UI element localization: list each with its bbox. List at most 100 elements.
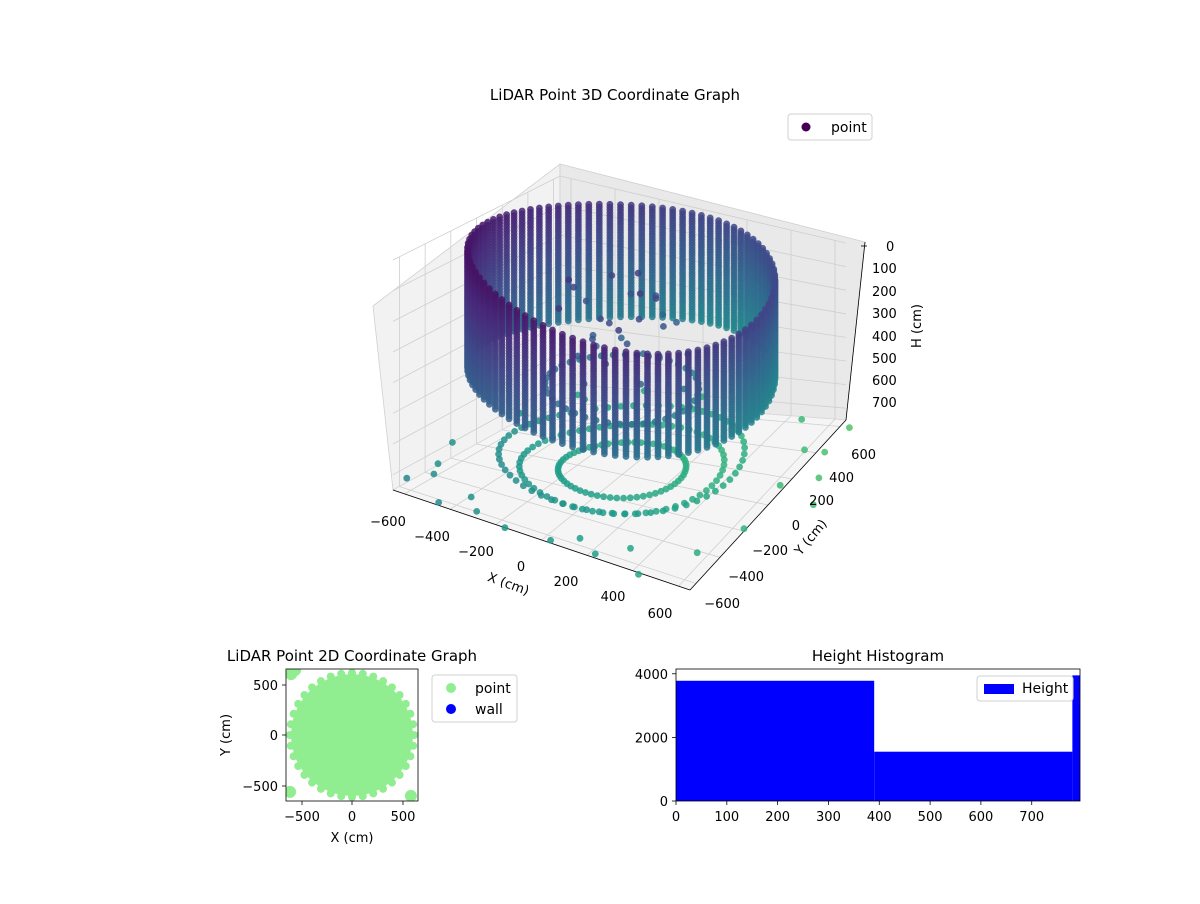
y-tick-label: 0: [792, 519, 800, 534]
point-3d: [548, 496, 555, 504]
point-3d: [753, 414, 761, 421]
point-3d: [571, 503, 578, 511]
point-3d: [608, 509, 616, 517]
point-3d: [652, 489, 659, 497]
point-2d: [379, 677, 388, 686]
point-3d: [662, 485, 670, 493]
point-2d: [326, 672, 335, 681]
point-3d: [698, 318, 705, 325]
point-2d: [289, 752, 298, 761]
point-3d: [570, 283, 577, 291]
point-3d: [647, 509, 655, 516]
y-tick-label: −400: [728, 570, 764, 585]
point-3d: [685, 449, 692, 456]
point-2d: [404, 789, 417, 801]
point-3d: [511, 428, 518, 435]
y-tick-label: −600: [704, 597, 740, 612]
x-tick-label-2d: 0: [348, 810, 356, 825]
point-3d: [719, 482, 727, 489]
histogram-y-ticks: 0 2000 4000: [635, 668, 676, 810]
point-3d: [590, 448, 597, 456]
x-axis-label-2d: X (cm): [331, 831, 374, 846]
x-tick-label-2d: −500: [284, 810, 320, 825]
point-3d: [521, 476, 529, 483]
point-2d: [289, 709, 298, 718]
point-3d: [498, 410, 506, 418]
point-2d-disk: [291, 674, 413, 796]
point-3d: [633, 453, 641, 461]
point-3d: [682, 501, 690, 509]
point-3d: [740, 525, 748, 533]
legend-3d-label: point: [831, 120, 867, 136]
point-3d: [501, 466, 509, 474]
point-3d: [576, 534, 584, 542]
point-3d: [620, 494, 627, 502]
point-2d: [406, 709, 415, 718]
point-3d: [715, 322, 722, 329]
point-2d: [379, 784, 388, 793]
point-3d: [617, 313, 624, 321]
point-3d: [821, 448, 829, 456]
y-axis-line: [689, 419, 847, 591]
point-3d: [644, 453, 651, 461]
y-tick-label: 600: [851, 448, 876, 463]
point-3d: [639, 492, 647, 500]
point-2d: [300, 691, 309, 700]
z-tick-label: 100: [872, 262, 897, 277]
z-tick-label: 300: [872, 307, 897, 322]
z-axis-label: H (cm): [910, 304, 925, 348]
point-3d: [520, 482, 527, 490]
point-3d: [430, 470, 438, 478]
point-3d: [635, 315, 643, 323]
chart-histogram: Height Histogram 0 100 200 300 400 500 600 700 …: [635, 647, 1081, 825]
points-3d: [403, 200, 853, 578]
point-3d: [801, 446, 808, 454]
point-3d: [627, 290, 635, 298]
point-3d: [564, 317, 572, 325]
z-tick-label: 0: [886, 240, 894, 255]
point-3d: [585, 315, 593, 323]
chart-2d-title: LiDAR Point 2D Coordinate Graph: [227, 647, 477, 665]
chart-3d-title: LiDAR Point 3D Coordinate Graph: [490, 86, 740, 104]
point-2d: [316, 784, 325, 793]
point-3d: [539, 432, 547, 440]
point-3d: [659, 311, 667, 318]
legend-3d: point: [787, 113, 873, 141]
point-3d: [688, 316, 696, 324]
point-3d: [673, 318, 680, 326]
point-2d: [395, 770, 404, 779]
point-3d: [776, 481, 784, 489]
point-3d: [569, 443, 576, 451]
point-3d: [736, 463, 743, 471]
x-tick-label-2d: 500: [391, 810, 416, 825]
point-2d: [286, 720, 295, 729]
y-tick-label-2d: 500: [253, 679, 278, 694]
point-2d: [294, 699, 303, 708]
point-3d: [467, 493, 475, 501]
legend-histogram-swatch: [984, 684, 1014, 694]
point-3d: [739, 457, 746, 464]
point-3d: [501, 524, 509, 532]
point-3d: [657, 487, 665, 495]
point-3d: [506, 471, 514, 479]
point-3d: [809, 501, 817, 509]
histogram-y-tick-label: 4000: [635, 668, 668, 683]
point-3d: [617, 403, 625, 410]
z-tick-label: 200: [872, 285, 897, 300]
point-3d: [740, 438, 748, 446]
point-3d: [492, 405, 499, 413]
point-3d: [574, 352, 582, 360]
point-3d: [693, 497, 701, 505]
z-ticks: 0 100 200 300 400 500 600 700: [861, 240, 897, 411]
z-tick-label: 500: [872, 352, 897, 367]
point-3d: [627, 313, 635, 321]
point-2d: [395, 691, 404, 700]
z-axis-line: [845, 241, 866, 421]
point-3d: [565, 276, 573, 284]
point-2d: [294, 762, 303, 771]
z-tick-label: 700: [872, 396, 897, 411]
point-2d: [348, 669, 356, 677]
point-3d: [559, 500, 566, 507]
point-2d: [358, 669, 367, 678]
